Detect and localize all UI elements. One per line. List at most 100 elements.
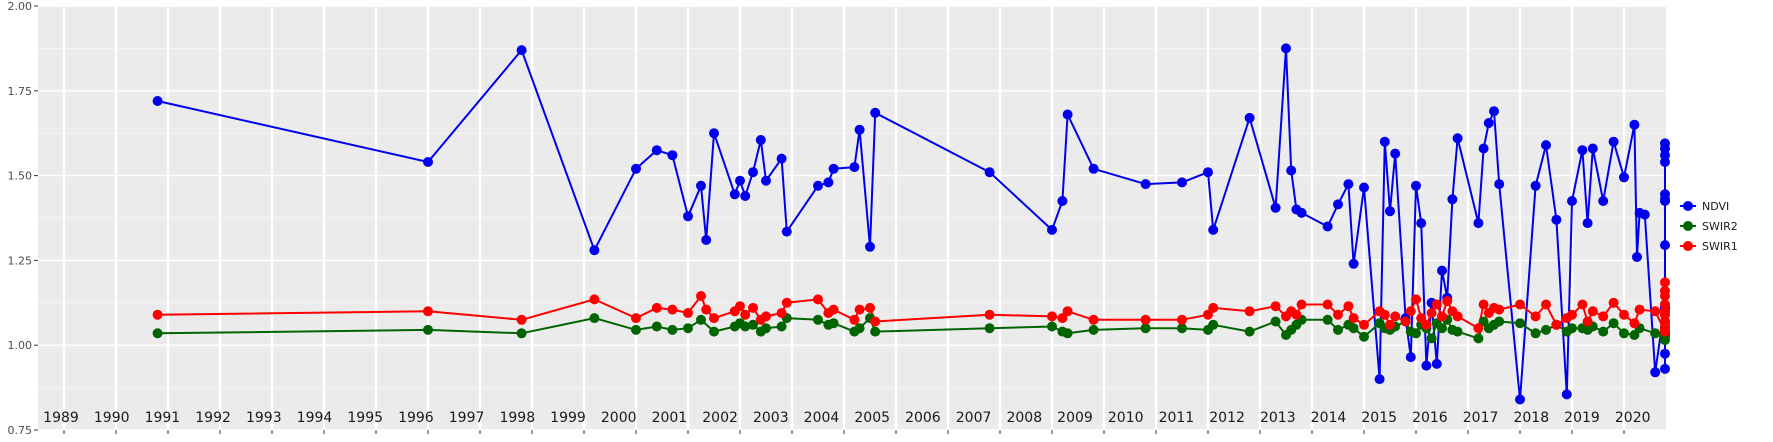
data-point-swir2 [631, 324, 641, 335]
data-point-swir1 [1437, 311, 1447, 322]
data-point-swir1 [1270, 301, 1281, 312]
data-point-ndvi [1208, 224, 1219, 235]
data-point-swir2 [651, 321, 662, 332]
data-point-ndvi [1416, 218, 1427, 229]
year-label: 1994 [297, 410, 333, 426]
y-tick-label: 1.25 [8, 254, 33, 267]
data-point-swir1 [1333, 309, 1343, 320]
data-point-swir1 [1047, 311, 1057, 322]
data-point-swir1 [683, 308, 693, 318]
y-axis: 0.75 1.00 1.25 1.50 1.75 2.00 [8, 0, 38, 437]
year-label: 2001 [652, 410, 688, 426]
data-point-swir1 [761, 311, 771, 322]
data-point-swir1 [1442, 296, 1453, 307]
data-point-swir2 [667, 324, 678, 335]
data-point-ndvi [1057, 196, 1068, 206]
series-line-ndvi [157, 47, 1666, 401]
data-point-swir2 [1650, 328, 1661, 339]
data-point-ndvi [1473, 218, 1484, 229]
data-point-swir1 [1431, 299, 1442, 310]
year-label: 2016 [1412, 410, 1448, 426]
data-point-ndvi [1567, 196, 1577, 206]
data-point-swir1 [1452, 311, 1463, 322]
data-point-swir2 [854, 323, 865, 334]
data-point-ndvi [516, 45, 527, 56]
data-point-swir1 [865, 302, 875, 313]
data-point-ndvi [823, 177, 834, 188]
data-point-ndvi [1483, 118, 1494, 128]
data-point-swir1 [1660, 291, 1670, 301]
data-point-swir2 [1530, 328, 1541, 339]
y-tick-label: 2.00 [8, 0, 33, 13]
data-point-ndvi [1374, 374, 1385, 385]
data-point-swir2 [1567, 323, 1577, 334]
data-point-swir1 [701, 304, 712, 315]
data-point-ndvi [1385, 206, 1395, 217]
data-point-ndvi [1333, 199, 1343, 210]
data-point-ndvi [152, 96, 163, 106]
year-label: 2017 [1463, 410, 1499, 426]
data-point-swir1 [1629, 318, 1640, 329]
data-point-ndvi [683, 211, 693, 222]
data-point-ndvi [1281, 43, 1291, 54]
data-point-ndvi [870, 107, 881, 118]
data-point-swir1 [1473, 323, 1484, 334]
year-label: 1993 [246, 410, 282, 426]
data-point-swir2 [984, 323, 995, 334]
data-point-swir2 [1177, 323, 1187, 334]
data-point-ndvi [1286, 165, 1297, 176]
x-axis: 1989 1990 1991 1992 1993 1994 1995 1996 1997 1998… [43, 410, 1651, 434]
data-point-swir2 [516, 328, 527, 339]
data-point-ndvi [1478, 143, 1489, 154]
year-label: 2007 [956, 410, 992, 426]
year-label: 1995 [347, 410, 383, 426]
data-point-swir2 [1322, 314, 1333, 325]
data-point-ndvi [865, 241, 875, 252]
major-gridlines [38, 5, 1666, 431]
data-point-swir2 [761, 323, 771, 334]
data-point-swir1 [1390, 311, 1401, 322]
data-point-ndvi [651, 145, 662, 156]
legend-key-point [1683, 201, 1693, 211]
year-label: 2020 [1615, 410, 1651, 426]
data-point-swir1 [1660, 277, 1670, 288]
year-label: 2005 [854, 410, 890, 426]
year-label: 2014 [1311, 410, 1347, 426]
data-point-swir1 [423, 306, 433, 317]
year-label: 2009 [1057, 410, 1093, 426]
data-point-ndvi [1660, 348, 1670, 359]
data-point-swir1 [854, 304, 865, 315]
data-point-ndvi [1582, 218, 1593, 229]
data-point-ndvi [1587, 143, 1598, 154]
data-point-swir1 [1660, 323, 1670, 334]
data-point-swir2 [1333, 324, 1343, 335]
data-point-swir2 [1348, 323, 1359, 334]
data-point-ndvi [631, 163, 641, 174]
legend-key-point [1683, 241, 1693, 251]
data-point-swir1 [1660, 309, 1670, 320]
data-point-swir1 [1062, 306, 1073, 317]
year-label: 1998 [499, 410, 535, 426]
data-point-swir2 [709, 326, 719, 337]
year-label: 2003 [753, 410, 789, 426]
y-tick-label: 0.75 [8, 424, 33, 437]
data-point-ndvi [1639, 209, 1650, 220]
data-point-swir1 [748, 302, 758, 313]
data-point-swir1 [1650, 306, 1661, 317]
y-tick-label: 1.00 [8, 339, 33, 352]
data-point-swir1 [1426, 308, 1437, 318]
legend: NDVI SWIR2 SWIR1 [1680, 200, 1738, 253]
data-point-swir2 [870, 326, 881, 337]
data-point-ndvi [813, 180, 823, 191]
year-label: 2002 [702, 410, 738, 426]
data-point-swir1 [1587, 306, 1598, 317]
data-point-swir1 [696, 291, 706, 301]
series-points [152, 43, 1670, 405]
data-point-swir2 [423, 324, 433, 335]
data-point-ndvi [709, 128, 719, 139]
data-point-swir1 [1057, 313, 1068, 324]
data-point-ndvi [1203, 167, 1213, 178]
data-point-swir1 [984, 309, 995, 320]
data-point-ndvi [1530, 180, 1541, 191]
data-point-swir1 [1608, 297, 1619, 308]
